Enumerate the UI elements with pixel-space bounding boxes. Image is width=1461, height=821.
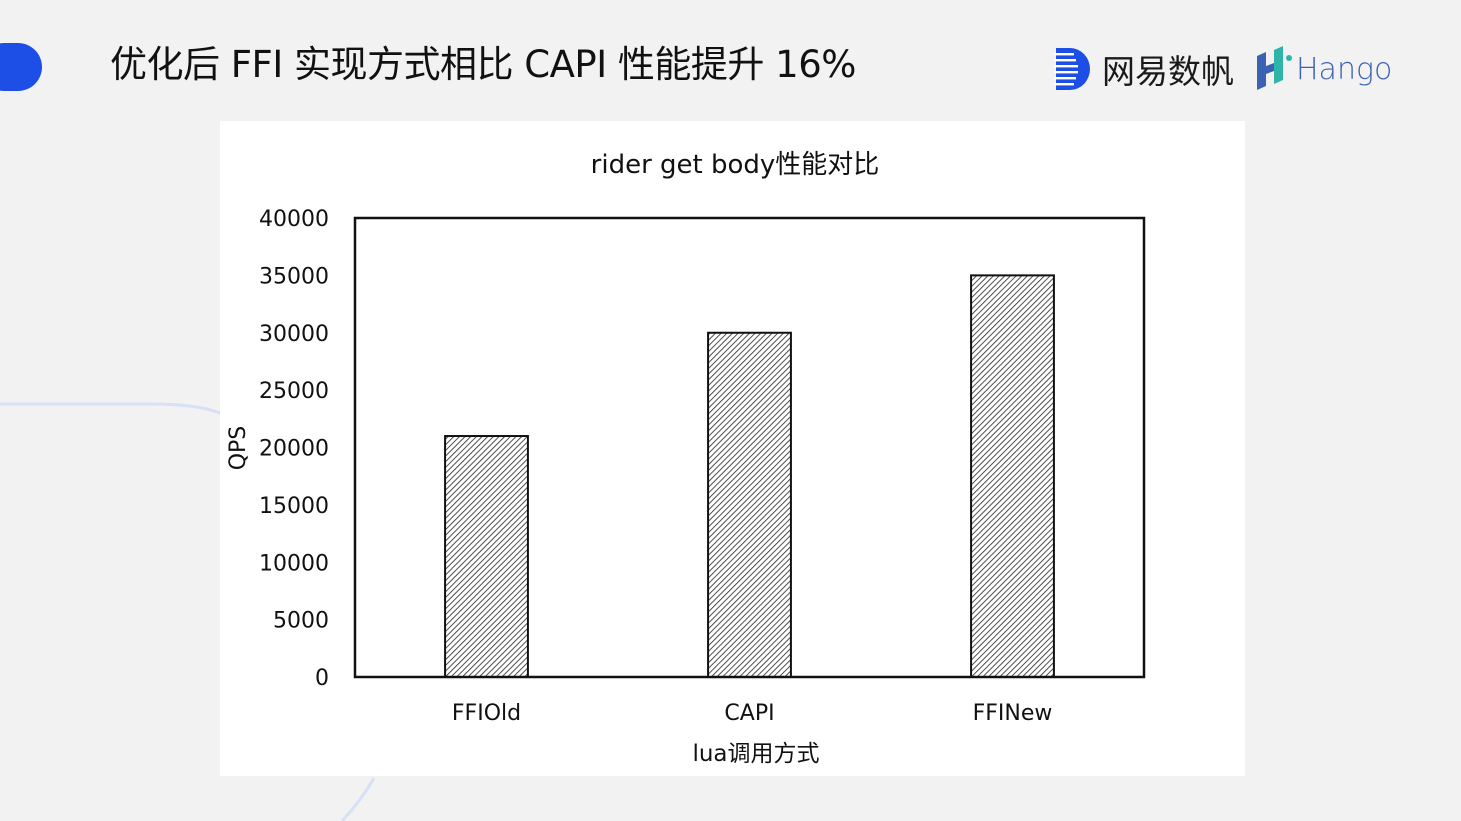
slide-title: 优化后 FFI 实现方式相比 CAPI 性能提升 16% [110,43,856,86]
bar-chart: rider get body性能对比 0 5000 10000 15000 20000 2… [226,150,1146,767]
bar-ffiold [444,435,529,678]
y-tick-label: 40000 [259,207,329,232]
hango-logo-text: Hango [1296,51,1393,87]
logo-group: 网易数帆 Hango [1052,44,1392,94]
chart-panel: rider get body性能对比 0 5000 10000 15000 20000 2… [220,121,1245,776]
chart-title: rider get body性能对比 [591,150,880,180]
bar-capi [707,331,792,678]
x-tick-label: FFINew [973,701,1053,726]
bar-ffinew [970,274,1055,678]
y-tick-label: 15000 [259,494,329,519]
x-tick-label: FFIOld [452,701,521,726]
netease-d-icon [1054,48,1090,90]
y-tick-label: 30000 [259,322,329,347]
y-tick-label: 35000 [259,264,329,289]
accent-pill [0,43,42,91]
y-tick-label: 10000 [259,551,329,576]
y-axis-label: QPS [226,426,251,471]
bars-group [444,274,1055,678]
x-axis-label: lua调用方式 [692,741,819,767]
plot-frame [353,216,1146,679]
x-axis-ticks: FFIOld CAPI FFINew [452,701,1053,726]
x-tick-label: CAPI [724,701,774,726]
y-tick-label: 25000 [259,379,329,404]
y-tick-label: 0 [315,666,329,691]
netease-logo-text: 网易数帆 [1102,52,1234,91]
y-tick-label: 5000 [273,609,329,634]
y-axis-ticks: 0 5000 10000 15000 20000 25000 30000 35000 40000 [259,207,329,691]
hango-h-icon [1257,46,1292,90]
y-tick-label: 20000 [259,437,329,462]
